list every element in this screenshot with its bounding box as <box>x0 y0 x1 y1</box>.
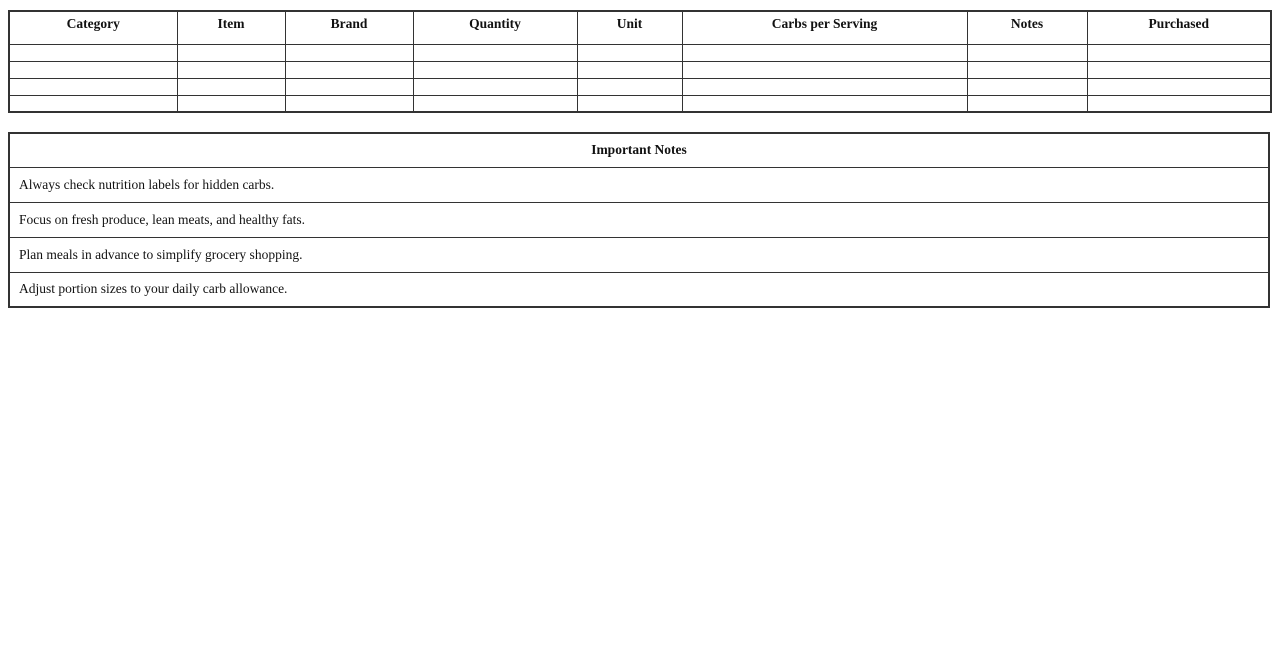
empty-cell <box>412 77 578 96</box>
grocery-header-row: Category Item Brand Quantity Unit Carbs … <box>8 10 1272 45</box>
empty-cell <box>1086 94 1272 113</box>
header-cell-carbs-per-serving: Carbs per Serving <box>681 10 968 45</box>
grocery-empty-row <box>8 94 1272 113</box>
empty-cell <box>8 43 178 62</box>
empty-cell <box>176 94 286 113</box>
empty-cell <box>681 43 968 62</box>
empty-cell <box>8 94 178 113</box>
empty-cell <box>1086 60 1272 79</box>
empty-cell <box>176 60 286 79</box>
empty-cell <box>966 43 1088 62</box>
empty-cell <box>681 94 968 113</box>
empty-cell <box>966 77 1088 96</box>
header-cell-category: Category <box>8 10 178 45</box>
empty-cell <box>576 60 683 79</box>
empty-cell <box>412 43 578 62</box>
grocery-empty-row <box>8 43 1272 62</box>
empty-cell <box>8 77 178 96</box>
grocery-list-table: Category Item Brand Quantity Unit Carbs … <box>8 10 1272 113</box>
empty-cell <box>966 94 1088 113</box>
empty-cell <box>8 60 178 79</box>
header-cell-item: Item <box>176 10 286 45</box>
header-cell-notes: Notes <box>966 10 1088 45</box>
notes-table-title: Important Notes <box>8 132 1270 168</box>
empty-cell <box>681 77 968 96</box>
header-cell-unit: Unit <box>576 10 683 45</box>
header-cell-brand: Brand <box>284 10 414 45</box>
empty-cell <box>1086 43 1272 62</box>
grocery-empty-row <box>8 77 1272 96</box>
note-row: Plan meals in advance to simplify grocer… <box>8 236 1270 273</box>
empty-cell <box>412 94 578 113</box>
empty-cell <box>284 60 414 79</box>
empty-cell <box>681 60 968 79</box>
note-text: Adjust portion sizes to your daily carb … <box>8 271 1270 308</box>
note-row: Focus on fresh produce, lean meats, and … <box>8 201 1270 238</box>
empty-cell <box>284 77 414 96</box>
empty-cell <box>412 60 578 79</box>
empty-cell <box>284 94 414 113</box>
grocery-empty-row <box>8 60 1272 79</box>
notes-header-row: Important Notes <box>8 132 1270 168</box>
empty-cell <box>576 43 683 62</box>
header-cell-purchased: Purchased <box>1086 10 1272 45</box>
empty-cell <box>284 43 414 62</box>
empty-cell <box>1086 77 1272 96</box>
empty-cell <box>176 43 286 62</box>
note-text: Plan meals in advance to simplify grocer… <box>8 236 1270 273</box>
note-row: Adjust portion sizes to your daily carb … <box>8 271 1270 308</box>
note-text: Always check nutrition labels for hidden… <box>8 166 1270 203</box>
header-cell-quantity: Quantity <box>412 10 578 45</box>
note-text: Focus on fresh produce, lean meats, and … <box>8 201 1270 238</box>
note-row: Always check nutrition labels for hidden… <box>8 166 1270 203</box>
empty-cell <box>966 60 1088 79</box>
empty-cell <box>576 94 683 113</box>
empty-cell <box>176 77 286 96</box>
important-notes-table: Important Notes Always check nutrition l… <box>8 132 1270 308</box>
empty-cell <box>576 77 683 96</box>
